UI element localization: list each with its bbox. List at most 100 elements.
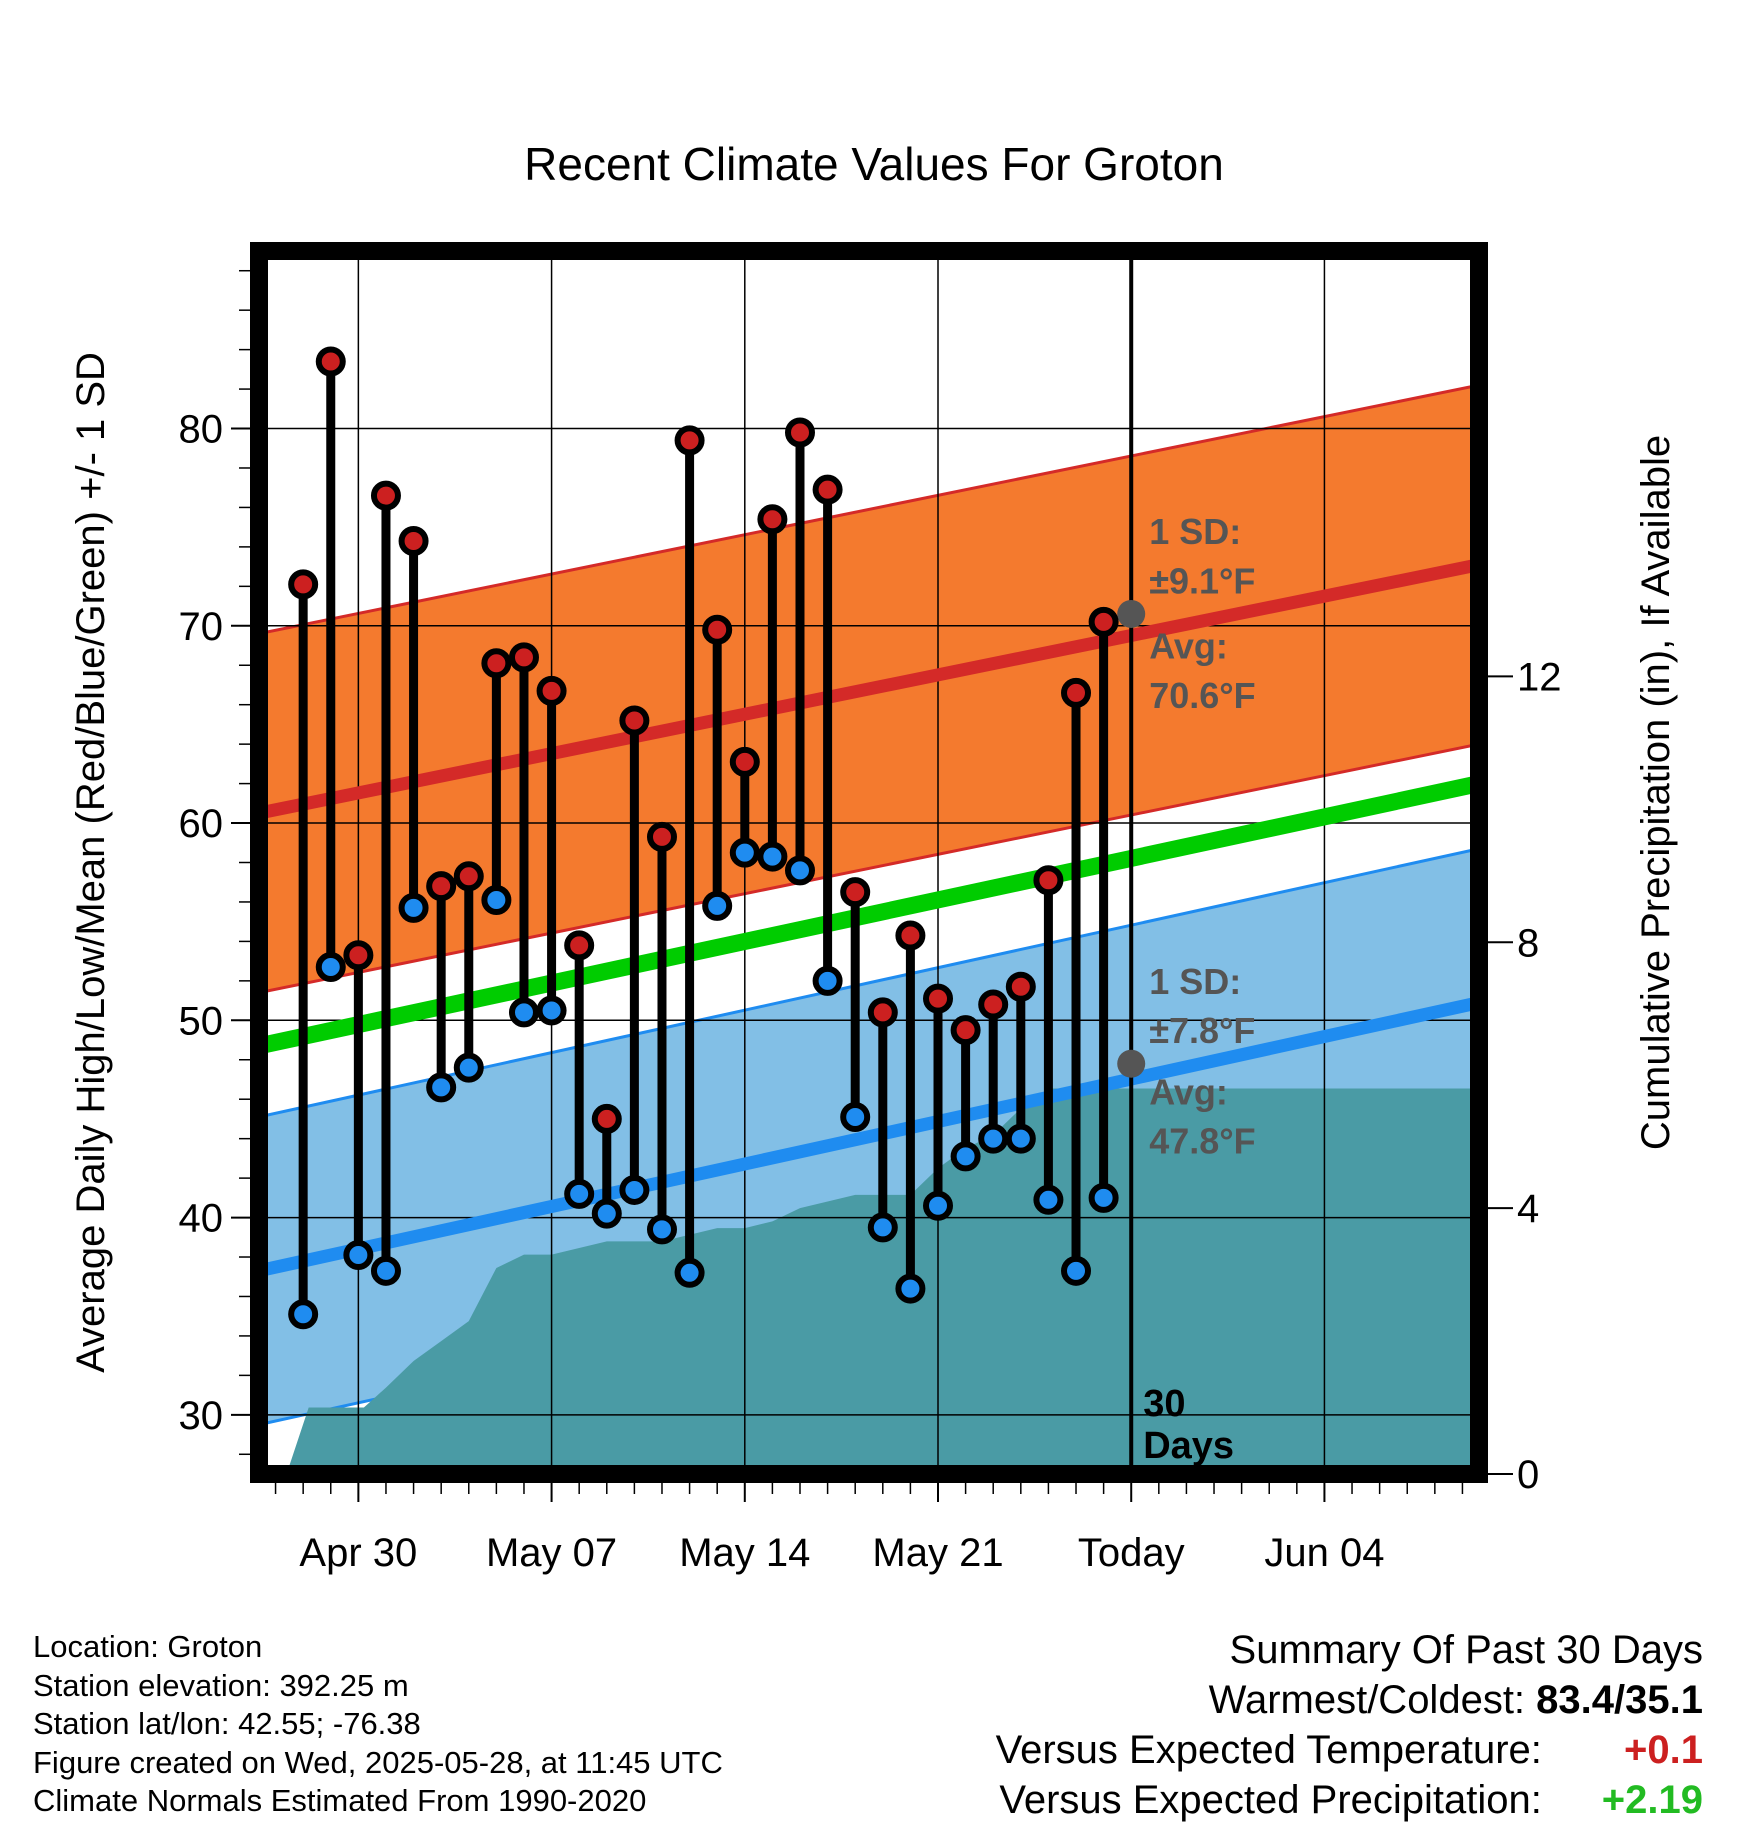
daily-high-point <box>1005 971 1036 1002</box>
daily-high-point <box>508 642 539 673</box>
x-tick-label: Jun 04 <box>1264 1531 1384 1575</box>
daily-low-point <box>867 1212 898 1243</box>
daily-high-point <box>481 648 512 679</box>
daily-high-point <box>1088 606 1119 637</box>
high-sd-value: ±9.1°F <box>1149 560 1255 601</box>
temp-value: +0.1 <box>1624 1728 1703 1772</box>
days-word-label: Days <box>1143 1425 1234 1467</box>
daily-high-point <box>536 675 567 706</box>
daily-low-point <box>1033 1184 1064 1215</box>
daily-high-point <box>288 569 319 600</box>
elevation-text: Station elevation: 392.25 m <box>33 1667 409 1703</box>
daily-high-point <box>315 346 346 377</box>
summary-title: Summary Of Past 30 Days <box>1229 1628 1703 1672</box>
daily-low-point <box>729 837 760 868</box>
y-tick-label: 50 <box>179 999 224 1043</box>
high-avg-value: 70.6°F <box>1149 675 1255 716</box>
days-count-label: 30 <box>1143 1383 1185 1425</box>
warmest-label: Warmest/Coldest: <box>1208 1678 1526 1722</box>
low-sd-label: 1 SD: <box>1149 961 1241 1002</box>
station-info: Location: Groton Station elevation: 392.… <box>33 1628 723 1821</box>
daily-low-point <box>978 1123 1009 1154</box>
high-sd-band-lower <box>259 742 1479 995</box>
low-normal-line <box>259 996 1479 1278</box>
y2-tick-label: 4 <box>1517 1187 1539 1231</box>
y2-tick-label: 0 <box>1517 1453 1539 1497</box>
daily-low-point <box>646 1214 677 1245</box>
daily-low-point <box>370 1255 401 1286</box>
today-high-marker <box>1117 599 1146 628</box>
mean-normal-line <box>259 775 1479 1055</box>
y-tick-label: 40 <box>179 1197 224 1241</box>
daily-low-point <box>481 884 512 915</box>
daily-high-point <box>453 861 484 892</box>
daily-high-point <box>619 705 650 736</box>
precip-label: Versus Expected Precipitation: <box>999 1778 1542 1822</box>
precip-area <box>286 1088 1479 1474</box>
y2-tick-label: 12 <box>1517 655 1562 699</box>
daily-low-point <box>591 1198 622 1229</box>
high-avg-label: Avg: <box>1149 626 1228 667</box>
daily-low-point <box>702 890 733 921</box>
daily-high-point <box>923 983 954 1014</box>
daily-high-point <box>426 871 457 902</box>
temp-label: Versus Expected Temperature: <box>995 1728 1542 1772</box>
daily-low-point <box>315 952 346 983</box>
y2-tick-label: 8 <box>1517 921 1539 965</box>
daily-high-point <box>370 480 401 511</box>
low-sd-value: ±7.8°F <box>1149 1010 1255 1051</box>
y-tick-label: 60 <box>179 802 224 846</box>
daily-high-point <box>729 746 760 777</box>
daily-high-point <box>564 930 595 961</box>
daily-high-point <box>1061 677 1092 708</box>
daily-high-point <box>398 525 429 556</box>
daily-low-point <box>564 1178 595 1209</box>
daily-low-point <box>1061 1255 1092 1286</box>
daily-high-point <box>784 417 815 448</box>
daily-low-point <box>508 997 539 1028</box>
location-text: Location: Groton <box>33 1629 263 1664</box>
plot-frame <box>250 242 1488 1483</box>
daily-high-point <box>1033 865 1064 896</box>
climate-chart: 1 SD: ±9.1°F Avg: 70.6°F 1 SD: ±7.8°F Avg: 47.8… <box>69 138 1678 1575</box>
high-sd-label: 1 SD: <box>1149 511 1241 552</box>
daily-low-point <box>784 855 815 886</box>
daily-low-point <box>453 1052 484 1083</box>
daily-low-point <box>398 892 429 923</box>
daily-high-point <box>812 474 843 505</box>
daily-high-point <box>950 1015 981 1046</box>
daily-high-point <box>757 504 788 535</box>
daily-high-point <box>343 940 374 971</box>
daily-high-point <box>674 425 705 456</box>
daily-low-point <box>1088 1182 1119 1213</box>
daily-high-point <box>702 614 733 645</box>
plot-area: 1 SD: ±9.1°F Avg: 70.6°F 1 SD: ±7.8°F Avg: 47.8… <box>259 251 1479 1474</box>
daily-low-point <box>757 841 788 872</box>
x-tick-label: May 14 <box>679 1531 810 1575</box>
low-avg-value: 47.8°F <box>1149 1121 1255 1162</box>
daily-low-point <box>923 1190 954 1221</box>
y-axis-title: Average Daily High/Low/Mean (Red/Blue/Gr… <box>69 352 113 1373</box>
y-tick-label: 30 <box>179 1394 224 1438</box>
warmest-value: 83.4/35.1 <box>1536 1678 1703 1722</box>
daily-low-point <box>950 1141 981 1172</box>
daily-high-point <box>867 997 898 1028</box>
high-sd-band-upper <box>259 383 1479 636</box>
daily-low-point <box>1005 1123 1036 1154</box>
daily-low-point <box>288 1299 319 1330</box>
daily-low-point <box>426 1072 457 1103</box>
normals-text: Climate Normals Estimated From 1990-2020 <box>33 1783 647 1818</box>
low-avg-label: Avg: <box>1149 1071 1228 1112</box>
summary-precip-row: Versus Expected Precipitation: +2.19 <box>996 1775 1703 1825</box>
daily-low-point <box>343 1240 374 1271</box>
daily-high-point <box>591 1103 622 1134</box>
summary-temp-row: Versus Expected Temperature: +0.1 <box>996 1725 1703 1775</box>
y-tick-label: 80 <box>179 408 224 452</box>
daily-low-point <box>895 1273 926 1304</box>
latlon-text: Station lat/lon: 42.55; -76.38 <box>33 1706 421 1741</box>
x-tick-label: Apr 30 <box>299 1531 417 1575</box>
daily-low-point <box>812 965 843 996</box>
daily-low-point <box>840 1101 871 1132</box>
x-tick-label: May 07 <box>486 1531 617 1575</box>
daily-high-point <box>895 920 926 951</box>
